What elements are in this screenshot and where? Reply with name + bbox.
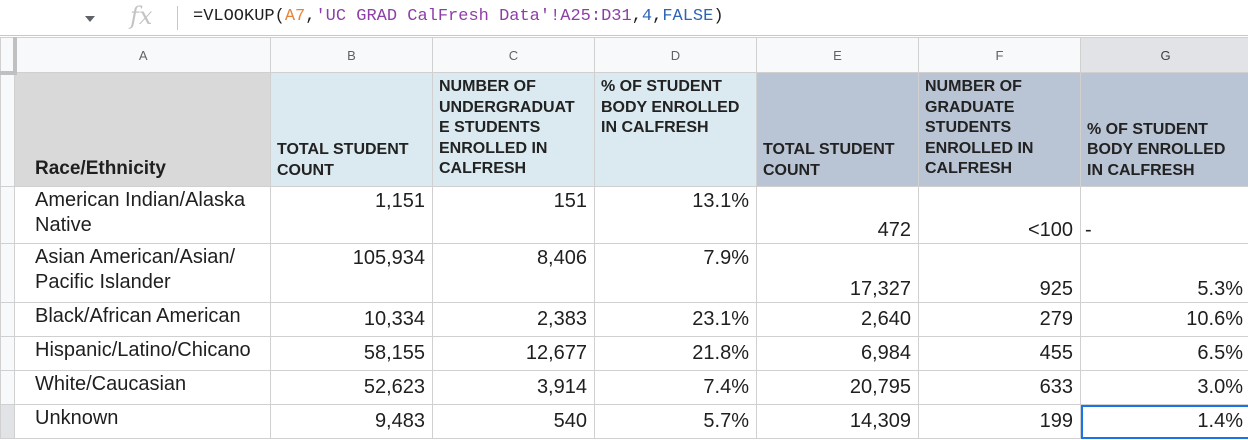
row-header[interactable] <box>0 72 15 187</box>
formula-ref-cell: A7 <box>284 7 306 26</box>
formula-prefix: =VLOOKUP( <box>193 7 285 26</box>
cell-undergrad-percent[interactable]: 7.4% <box>594 370 757 405</box>
cell-race[interactable]: Unknown <box>14 404 271 439</box>
formula-arg-index: 4 <box>641 7 653 26</box>
cell-undergrad-percent[interactable]: 21.8% <box>594 336 757 371</box>
cell-grad-enrolled[interactable]: 633 <box>918 370 1081 405</box>
row-header[interactable] <box>0 186 15 244</box>
cell-undergrad-percent[interactable]: 7.9% <box>594 243 757 303</box>
cell-undergrad-total[interactable]: 52,623 <box>270 370 433 405</box>
column-header-b[interactable]: B <box>270 37 433 73</box>
row-header[interactable] <box>0 243 15 303</box>
row-header[interactable] <box>0 336 15 371</box>
cell-grad-enrolled[interactable]: 455 <box>918 336 1081 371</box>
formula-bar: fx =VLOOKUP(A7,'UC GRAD CalFresh Data'!A… <box>0 0 1248 36</box>
header-label: TOTAL STUDENT COUNT <box>763 141 895 179</box>
formula-ref-range: 'UC GRAD CalFresh Data'!A25:D31 <box>315 7 632 26</box>
cell-grad-percent[interactable]: 10.6% <box>1080 302 1248 337</box>
header-grad-enrolled[interactable]: NUMBER OF GRADUATE STUDENTS ENROLLED IN … <box>918 72 1081 187</box>
spreadsheet-grid: A B C D E F G Race/Ethnicity TOTAL STUDE… <box>0 37 1248 440</box>
cell-grad-total[interactable]: 17,327 <box>756 243 919 303</box>
cell-race[interactable]: Hispanic/Latino/Chicano <box>14 336 271 371</box>
row-header[interactable] <box>0 302 15 337</box>
cell-race[interactable]: White/Caucasian <box>14 370 271 405</box>
cell-grad-total[interactable]: 472 <box>756 186 919 244</box>
header-label: TOTAL STUDENT COUNT <box>277 141 409 179</box>
cell-undergrad-enrolled[interactable]: 2,383 <box>432 302 595 337</box>
cell-grad-percent[interactable]: - <box>1080 186 1248 244</box>
header-label: % OF STUDENT BODY ENROLLED IN CALFRESH <box>1087 120 1226 179</box>
column-header-e[interactable]: E <box>756 37 919 73</box>
cell-undergrad-enrolled[interactable]: 12,677 <box>432 336 595 371</box>
select-all-corner[interactable] <box>0 37 17 75</box>
column-header-g[interactable]: G <box>1080 37 1248 73</box>
cell-undergrad-percent[interactable]: 5.7% <box>594 404 757 439</box>
header-grad-percent[interactable]: % OF STUDENT BODY ENROLLED IN CALFRESH <box>1080 72 1248 187</box>
cell-undergrad-enrolled[interactable]: 540 <box>432 404 595 439</box>
header-label: NUMBER OF UNDERGRADUAT E STUDENTS ENROLL… <box>439 78 575 177</box>
cell-race[interactable]: Asian American/Asian/ Pacific Islander <box>14 243 271 303</box>
cell-undergrad-total[interactable]: 1,151 <box>270 186 433 244</box>
formula-separator: , <box>631 7 642 26</box>
header-undergrad-percent[interactable]: % OF STUDENT BODY ENROLLED IN CALFRESH <box>594 72 757 187</box>
cell-undergrad-total[interactable]: 58,155 <box>270 336 433 371</box>
header-race-ethnicity[interactable]: Race/Ethnicity <box>14 72 271 187</box>
header-label: % OF STUDENT BODY ENROLLED IN CALFRESH <box>601 78 740 136</box>
column-header-d[interactable]: D <box>594 37 757 73</box>
formula-arg-exact: FALSE <box>662 7 714 26</box>
cell-undergrad-total[interactable]: 9,483 <box>270 404 433 439</box>
formula-separator: , <box>305 7 316 26</box>
column-header-f[interactable]: F <box>918 37 1081 73</box>
cell-grad-enrolled[interactable]: 199 <box>918 404 1081 439</box>
cell-grad-enrolled[interactable]: 925 <box>918 243 1081 303</box>
formula-separator: , <box>652 7 663 26</box>
formula-divider <box>177 6 178 30</box>
header-undergrad-total[interactable]: TOTAL STUDENT COUNT <box>270 72 433 187</box>
cell-grad-total[interactable]: 2,640 <box>756 302 919 337</box>
column-header-c[interactable]: C <box>432 37 595 73</box>
cell-grad-percent[interactable]: 5.3% <box>1080 243 1248 303</box>
cell-undergrad-percent[interactable]: 13.1% <box>594 186 757 244</box>
cell-grad-total[interactable]: 20,795 <box>756 370 919 405</box>
fx-icon: fx <box>130 2 153 30</box>
header-undergrad-enrolled[interactable]: NUMBER OF UNDERGRADUAT E STUDENTS ENROLL… <box>432 72 595 187</box>
cell-grad-enrolled[interactable]: <100 <box>918 186 1081 244</box>
cell-undergrad-enrolled[interactable]: 3,914 <box>432 370 595 405</box>
cell-grad-total[interactable]: 6,984 <box>756 336 919 371</box>
row-header[interactable] <box>0 370 15 405</box>
cell-undergrad-total[interactable]: 105,934 <box>270 243 433 303</box>
cell-grad-total[interactable]: 14,309 <box>756 404 919 439</box>
cell-undergrad-percent[interactable]: 23.1% <box>594 302 757 337</box>
cell-undergrad-enrolled[interactable]: 8,406 <box>432 243 595 303</box>
cell-race[interactable]: American Indian/Alaska Native <box>14 186 271 244</box>
cell-grad-percent[interactable]: 3.0% <box>1080 370 1248 405</box>
formula-input[interactable]: =VLOOKUP(A7,'UC GRAD CalFresh Data'!A25:… <box>193 7 724 26</box>
header-grad-total[interactable]: TOTAL STUDENT COUNT <box>756 72 919 187</box>
cell-race[interactable]: Black/African American <box>14 302 271 337</box>
cell-grad-percent[interactable]: 6.5% <box>1080 336 1248 371</box>
cell-grad-enrolled[interactable]: 279 <box>918 302 1081 337</box>
selected-cell[interactable]: 1.4% <box>1080 404 1248 439</box>
cell-undergrad-enrolled[interactable]: 151 <box>432 186 595 244</box>
row-header[interactable] <box>0 404 15 439</box>
cell-undergrad-total[interactable]: 10,334 <box>270 302 433 337</box>
header-label: NUMBER OF GRADUATE STUDENTS ENROLLED IN … <box>925 78 1034 177</box>
chevron-down-icon[interactable] <box>80 7 102 29</box>
formula-suffix: ) <box>713 7 724 26</box>
column-header-a[interactable]: A <box>14 37 271 73</box>
